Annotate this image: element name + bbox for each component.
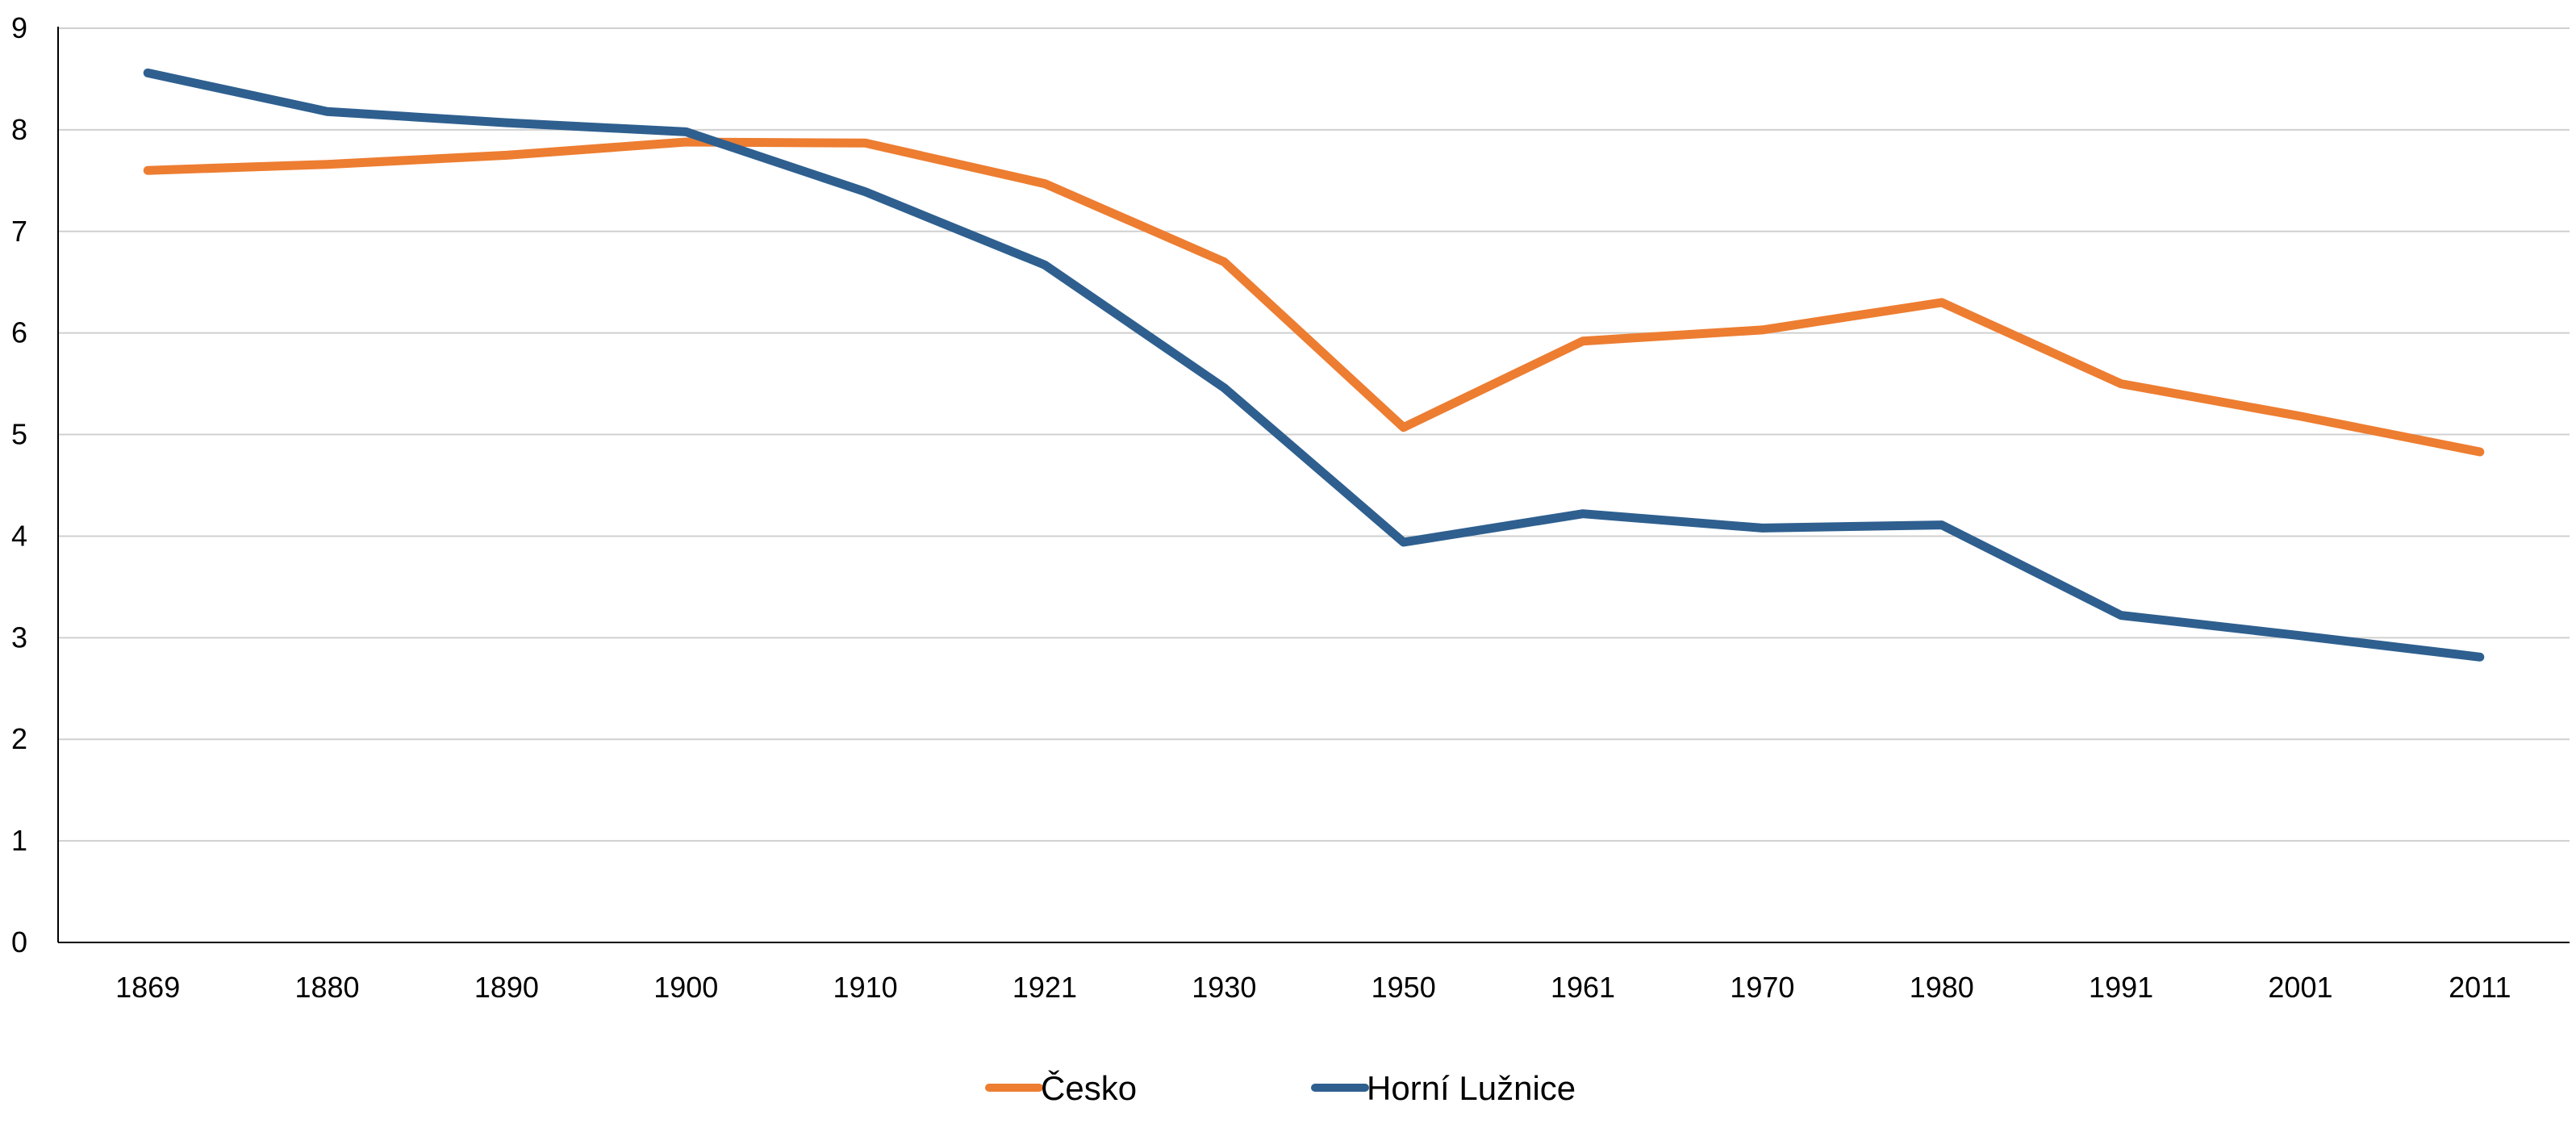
x-tick-label: 1970 bbox=[1730, 971, 1794, 1004]
x-tick-label: 1921 bbox=[1012, 971, 1077, 1004]
x-axis-tick-labels: 1869 1880 1890 1900 1910 1921 1930 1950 1961 1970… bbox=[115, 971, 2511, 1004]
y-tick-label: 2 bbox=[11, 722, 27, 755]
axes bbox=[57, 27, 2570, 943]
x-tick-label: 1961 bbox=[1551, 971, 1615, 1004]
series-line-0 bbox=[143, 137, 2485, 457]
x-tick-label: 2011 bbox=[2449, 971, 2511, 1004]
y-tick-label: 0 bbox=[11, 926, 27, 959]
data-series bbox=[143, 68, 2485, 662]
y-tick-label: 8 bbox=[11, 113, 27, 146]
legend: Česko Horní Lužnice bbox=[985, 1069, 1576, 1107]
series-line-1 bbox=[143, 68, 2485, 662]
x-tick-label: 1980 bbox=[1910, 971, 1974, 1004]
x-tick-label: 1880 bbox=[294, 971, 359, 1004]
y-tick-label: 5 bbox=[11, 418, 27, 451]
y-tick-label: 4 bbox=[11, 519, 27, 552]
x-tick-label: 1910 bbox=[833, 971, 898, 1004]
x-tick-label: 1890 bbox=[474, 971, 539, 1004]
y-tick-label: 6 bbox=[11, 316, 27, 349]
legend-label-0: Česko bbox=[1041, 1069, 1137, 1107]
y-tick-label: 9 bbox=[11, 11, 27, 44]
y-tick-label: 7 bbox=[11, 215, 27, 248]
x-tick-label: 1900 bbox=[653, 971, 718, 1004]
x-tick-label: 2001 bbox=[2268, 971, 2332, 1004]
legend-label-1: Horní Lužnice bbox=[1367, 1069, 1576, 1107]
x-tick-label: 1950 bbox=[1372, 971, 1436, 1004]
y-tick-label: 3 bbox=[11, 620, 27, 654]
y-axis-tick-labels: 0 1 2 3 4 5 6 7 8 9 bbox=[11, 11, 27, 959]
x-tick-label: 1930 bbox=[1192, 971, 1256, 1004]
x-tick-label: 1991 bbox=[2089, 971, 2153, 1004]
gridlines bbox=[58, 27, 2570, 842]
y-tick-label: 1 bbox=[11, 824, 27, 857]
x-tick-label: 1869 bbox=[115, 971, 180, 1004]
